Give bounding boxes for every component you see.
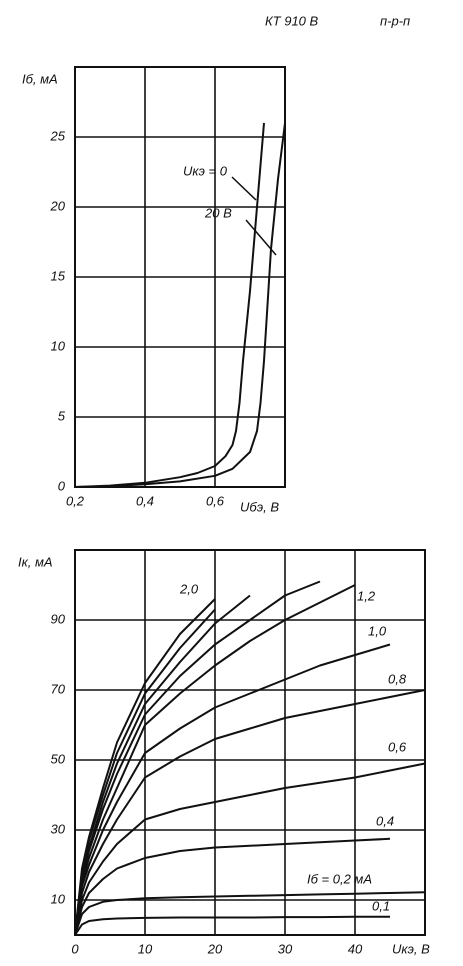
y-tick-label: 50 (51, 751, 66, 766)
header-title: КТ 910 В (265, 13, 319, 28)
y-tick-label: 30 (51, 821, 66, 836)
y-axis-label: Iк, мА (18, 554, 53, 569)
curve (74, 643, 391, 936)
series-label: 0,4 (376, 813, 394, 828)
x-tick-label: 30 (278, 941, 293, 956)
y-axis-label: Iб, мА (22, 71, 58, 86)
curve (74, 122, 265, 488)
y-tick-label: 70 (51, 681, 66, 696)
x-tick-label: 40 (348, 941, 363, 956)
curve (74, 598, 216, 936)
series-label: 0,1 (372, 898, 390, 913)
y-tick-label: 0 (58, 478, 66, 493)
curve (74, 584, 356, 936)
series-label: 2,0 (179, 581, 199, 596)
x-tick-label: 10 (138, 941, 153, 956)
y-tick-label: 10 (51, 338, 66, 353)
series-label: 0,8 (388, 671, 407, 686)
curve (74, 122, 286, 488)
series-label: 20 В (204, 205, 232, 220)
x-tick-label: 20 (207, 941, 223, 956)
x-tick-label: 0,4 (136, 493, 154, 508)
x-tick-label: 0,2 (66, 493, 85, 508)
leader-line (245, 219, 277, 256)
y-tick-label: 25 (50, 128, 66, 143)
x-axis-label: Uбэ, В (240, 499, 279, 514)
series-label: Uкэ = 0 (183, 163, 228, 178)
curve (74, 891, 426, 936)
x-axis-label: Uкэ, В (392, 941, 430, 956)
header-structure: п-р-п (380, 13, 410, 28)
curve (74, 689, 426, 936)
curve (74, 594, 251, 936)
curve (74, 762, 426, 936)
curve (74, 837, 391, 936)
series-label: 1,2 (357, 588, 376, 603)
x-tick-label: 0,6 (206, 493, 225, 508)
curve (74, 915, 390, 936)
leader-line (231, 176, 257, 201)
y-tick-label: 15 (51, 268, 66, 283)
series-label: 0,6 (388, 739, 407, 754)
y-tick-label: 20 (50, 198, 66, 213)
series-label: 1,0 (368, 623, 387, 638)
y-tick-label: 10 (51, 891, 66, 906)
series-label: Iб = 0,2 мА (307, 871, 372, 886)
x-tick-label: 0 (71, 941, 79, 956)
y-tick-label: 90 (51, 611, 66, 626)
y-tick-label: 5 (58, 408, 66, 423)
